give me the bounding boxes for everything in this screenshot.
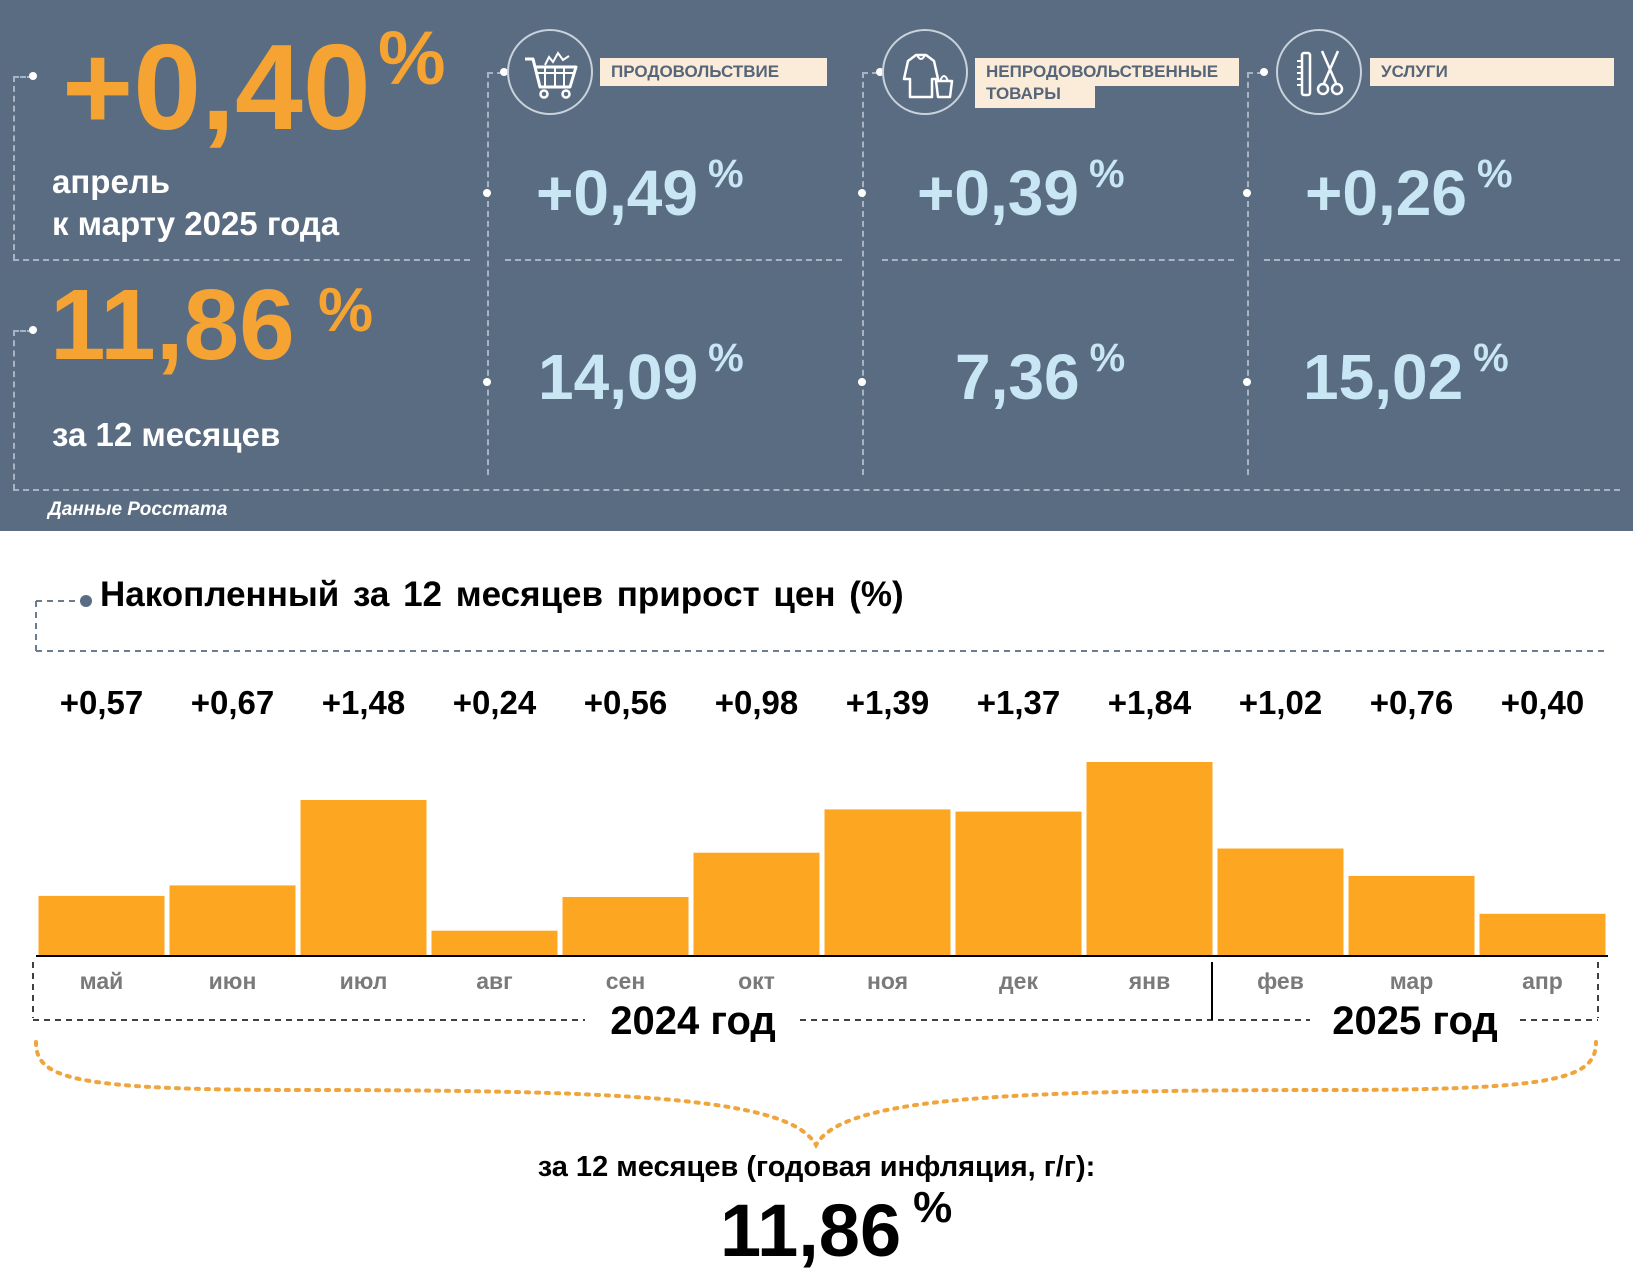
nonfood-annual-value: 7,36%	[955, 336, 1126, 413]
tick-label-янв: янв	[1128, 968, 1170, 994]
percent-sign: %	[708, 336, 744, 380]
data-label-июн: +0,67	[191, 684, 275, 721]
food-annual-value: 14,09%	[538, 336, 744, 413]
data-label-мар: +0,76	[1370, 684, 1454, 721]
monthly-inflation-unit: %	[378, 16, 446, 101]
bar-янв	[1086, 762, 1213, 956]
category-label-food: ПРОДОВОЛЬСТВИЕ	[600, 58, 827, 86]
monthly-caption-line1: апрель	[52, 163, 171, 200]
monthly-inflation-value: +0,40	[62, 19, 371, 155]
data-label-июл: +1,48	[322, 684, 406, 721]
bar-сен	[562, 897, 689, 956]
bar-ноя	[824, 809, 951, 956]
connector-dot	[1243, 378, 1251, 386]
percent-sign: %	[707, 152, 744, 196]
data-label-дек: +1,37	[977, 684, 1061, 721]
chart-title: Накопленный за 12 месяцев прирост цен (%…	[100, 575, 904, 614]
data-label-фев: +1,02	[1239, 684, 1323, 721]
bar-апр	[1479, 913, 1606, 956]
bar-фев	[1217, 848, 1344, 956]
annual-inflation-unit: %	[318, 276, 374, 345]
year-label-2024: 2024 год	[610, 999, 776, 1043]
tick-label-авг: авг	[476, 968, 513, 994]
title-bullet	[80, 595, 92, 607]
category-label-services: УСЛУГИ	[1370, 58, 1614, 86]
connector-dot	[1243, 189, 1251, 197]
shopping-cart-icon	[507, 29, 593, 115]
annual-caption: за 12 месяцев	[52, 416, 281, 453]
connector-dot	[876, 68, 884, 76]
category-label-line: ПРОДОВОЛЬСТВИЕ	[611, 62, 780, 81]
data-label-сен: +0,56	[584, 684, 668, 721]
data-label-май: +0,57	[60, 684, 144, 721]
tick-label-июл: июл	[340, 968, 388, 994]
tick-label-июн: июн	[209, 968, 257, 994]
bar-июн	[169, 885, 296, 956]
percent-sign: %	[913, 1183, 953, 1232]
percent-sign: %	[1088, 152, 1125, 196]
clothes-bag-icon	[882, 29, 968, 115]
services-monthly-value: +0,26%	[1305, 152, 1513, 229]
data-label-окт: +0,98	[715, 684, 799, 721]
tick-label-май: май	[80, 968, 124, 994]
tick-label-ноя: ноя	[867, 968, 908, 994]
inflation-summary-panel: +0,40 % апрель к марту 2025 года 11,86 %…	[0, 0, 1633, 531]
bar-май	[38, 895, 165, 956]
bar-авг	[431, 930, 558, 956]
bar-дек	[955, 811, 1082, 956]
bar-окт	[693, 852, 820, 956]
bar-мар	[1348, 875, 1475, 956]
connector-dot	[483, 378, 491, 386]
data-label-авг: +0,24	[453, 684, 537, 721]
nonfood-monthly-value: +0,39%	[917, 152, 1125, 229]
monthly-caption: апрель к марту 2025 года	[52, 161, 339, 245]
tick-label-сен: сен	[606, 968, 645, 994]
connector-dot	[1260, 68, 1268, 76]
connector-dot	[483, 189, 491, 197]
summary-annual-value: 11,86%	[720, 1183, 953, 1272]
tick-label-мар: мар	[1390, 968, 1434, 994]
category-label-line: УСЛУГИ	[1381, 62, 1448, 81]
data-source: Данные Росстата	[48, 499, 228, 520]
data-label-апр: +0,40	[1501, 684, 1585, 721]
connector-dot	[29, 72, 37, 80]
bar-июл	[300, 800, 427, 956]
category-label-line: НЕПРОДОВОЛЬСТВЕННЫЕ	[986, 62, 1219, 81]
monthly-caption-line2: к марту 2025 года	[52, 205, 340, 242]
category-label-line: ТОВАРЫ	[986, 84, 1061, 103]
tick-label-окт: окт	[738, 968, 775, 994]
percent-sign: %	[1476, 152, 1513, 196]
data-label-янв: +1,84	[1108, 684, 1192, 721]
category-label-nonfood: НЕПРОДОВОЛЬСТВЕННЫЕ	[975, 58, 1239, 86]
connector-dot	[858, 189, 866, 197]
percent-sign: %	[1473, 336, 1509, 380]
summary-brace	[34, 1040, 1598, 1149]
summary-label: за 12 месяцев (годовая инфляция, г/г):	[537, 1151, 1096, 1183]
connector-dot	[858, 378, 866, 386]
data-label-ноя: +1,39	[846, 684, 930, 721]
monthly-inflation-bar-chart: +0,57 +0,67 +1,48 +0,24 +0,56 +0,98 +1,39 +1,37…	[32, 595, 1608, 1149]
food-monthly-value: +0,49%	[536, 152, 744, 229]
year-label-2025: 2025 год	[1332, 999, 1498, 1043]
tick-label-фев: фев	[1257, 968, 1304, 994]
annual-inflation-value: 11,86	[50, 269, 295, 381]
category-label-nonfood-line2: ТОВАРЫ	[975, 80, 1095, 108]
comb-scissors-icon	[1276, 29, 1362, 115]
services-annual-value: 15,02%	[1303, 336, 1509, 413]
connector-dot	[29, 326, 37, 334]
tick-label-апр: апр	[1522, 968, 1563, 994]
tick-label-дек: дек	[999, 968, 1038, 994]
connector-dot	[500, 68, 508, 76]
percent-sign: %	[1089, 336, 1126, 380]
